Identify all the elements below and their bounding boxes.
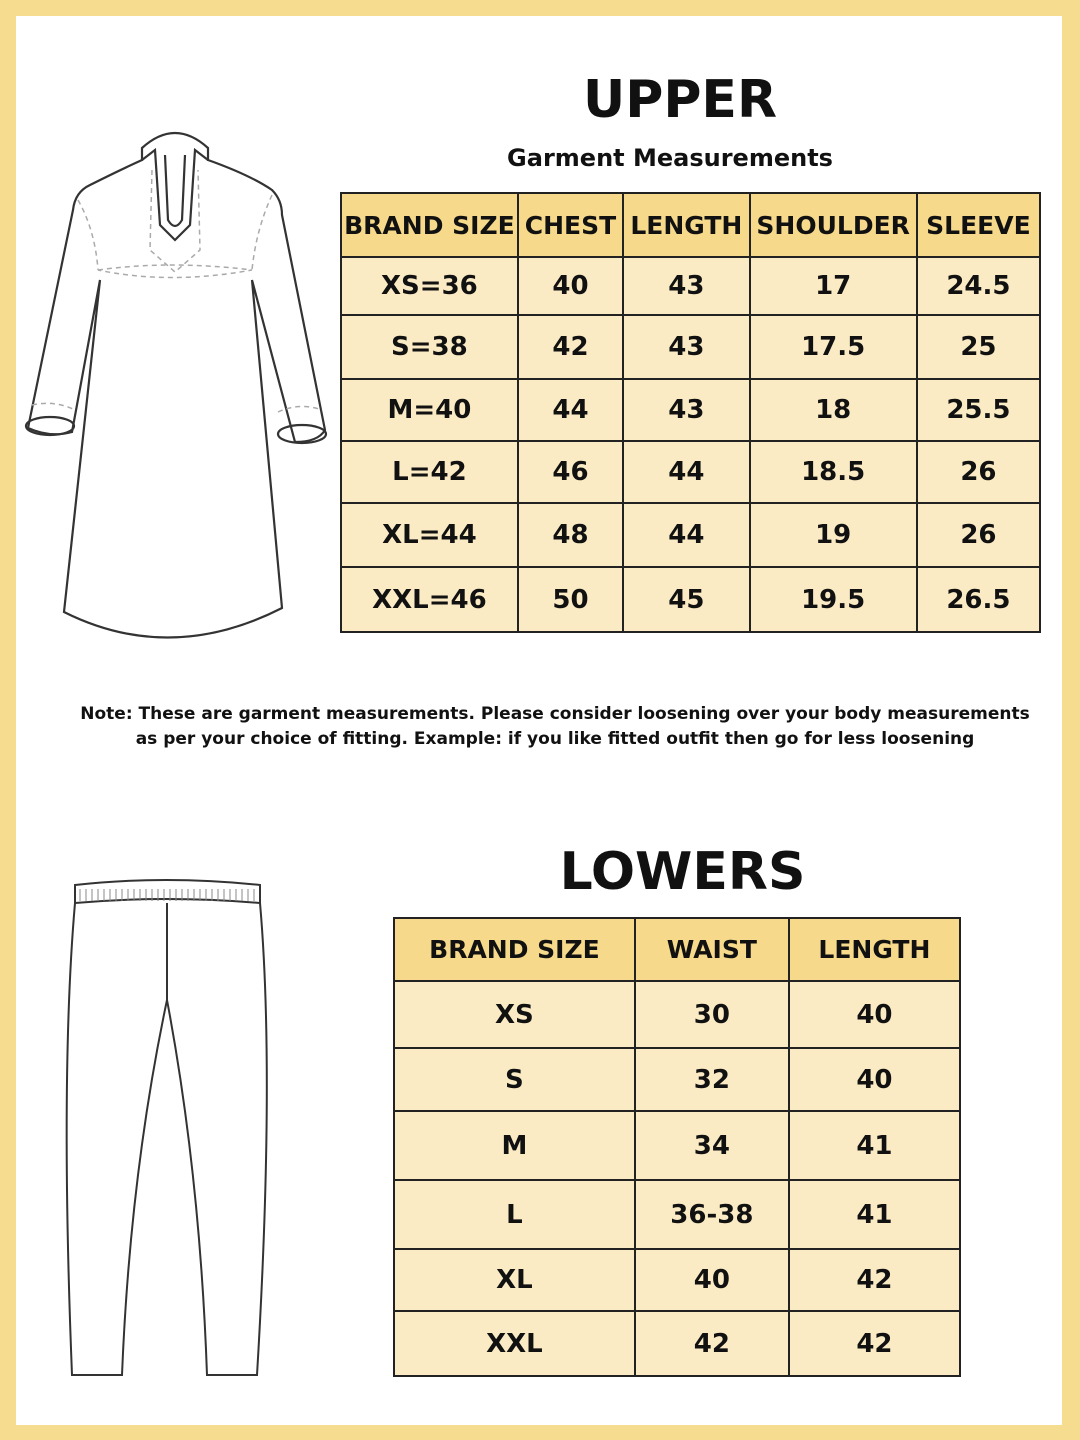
table-cell: 26 [915,440,1042,504]
table-cell: 25 [915,314,1042,380]
table-cell: 43 [622,314,751,380]
table-cell: 46 [516,440,625,504]
table-row: L=42 46 44 18.5 26 [340,440,1042,504]
table-cell: M [393,1110,636,1181]
table-row: XL=44 48 44 19 26 [340,502,1042,568]
table-cell: 36-38 [633,1179,790,1250]
pants-illustration [65,879,268,1376]
table-cell: 45 [622,566,751,633]
lowers-title: LOWERS [559,842,806,902]
table-cell: 40 [516,256,625,316]
table-row: XXL=46 50 45 19.5 26.5 [340,566,1042,633]
table-row: S=38 42 43 17.5 25 [340,314,1042,380]
table-cell: 42 [787,1310,962,1377]
table-cell: 30 [633,980,790,1049]
table-cell: 17 [748,256,918,316]
table-cell: 48 [516,502,625,568]
upper-title: UPPER [582,70,777,130]
table-cell: 26 [915,502,1042,568]
table-cell: 40 [787,1047,962,1112]
header-brand-size: BRAND SIZE [340,192,519,258]
header-length: LENGTH [787,917,962,982]
table-cell: XXL [393,1310,636,1377]
table-cell: XXL=46 [340,566,519,633]
table-row: XS=36 40 43 17 24.5 [340,256,1042,316]
table-cell: XS=36 [340,256,519,316]
note-line-1: Note: These are garment measurements. Pl… [80,704,1030,724]
table-cell: 43 [622,378,751,442]
table-row: M=40 44 43 18 25.5 [340,378,1042,442]
table-cell: S [393,1047,636,1112]
table-cell: 41 [787,1179,962,1250]
table-row: L 36-38 41 [393,1179,962,1250]
lowers-size-table: BRAND SIZE WAIST LENGTH XS 30 40 S 32 40 M 34 41… [393,917,962,1377]
table-cell: M=40 [340,378,519,442]
table-header-row: BRAND SIZE WAIST LENGTH [393,917,962,982]
table-row: S 32 40 [393,1047,962,1112]
upper-size-table: BRAND SIZE CHEST LENGTH SHOULDER SLEEVE … [340,192,1042,633]
table-cell: 17.5 [748,314,918,380]
table-cell: L=42 [340,440,519,504]
header-shoulder: SHOULDER [748,192,918,258]
table-cell: 18 [748,378,918,442]
table-cell: XL=44 [340,502,519,568]
table-cell: 19 [748,502,918,568]
table-cell: 44 [622,502,751,568]
table-cell: 25.5 [915,378,1042,442]
table-row: XL 40 42 [393,1248,962,1312]
table-cell: 32 [633,1047,790,1112]
table-row: XS 30 40 [393,980,962,1049]
header-length: LENGTH [622,192,751,258]
table-cell: 18.5 [748,440,918,504]
note-line-2: as per your choice of fitting. Example: … [135,729,975,749]
table-cell: 40 [787,980,962,1049]
table-cell: L [393,1179,636,1250]
table-cell: 44 [516,378,625,442]
table-cell: 34 [633,1110,790,1181]
header-brand-size: BRAND SIZE [393,917,636,982]
table-cell: 42 [516,314,625,380]
table-cell: 26.5 [915,566,1042,633]
table-cell: 41 [787,1110,962,1181]
table-cell: 40 [633,1248,790,1312]
table-cell: S=38 [340,314,519,380]
table-cell: 19.5 [748,566,918,633]
table-cell: 24.5 [915,256,1042,316]
table-cell: 42 [787,1248,962,1312]
kurta-illustration [24,131,328,639]
upper-subtitle: Garment Measurements [507,144,833,172]
table-cell: 43 [622,256,751,316]
header-sleeve: SLEEVE [915,192,1042,258]
header-chest: CHEST [516,192,625,258]
table-row: M 34 41 [393,1110,962,1181]
header-waist: WAIST [633,917,790,982]
table-header-row: BRAND SIZE CHEST LENGTH SHOULDER SLEEVE [340,192,1042,258]
note-text: Note: These are garment measurements. Pl… [60,702,1050,752]
table-cell: 50 [516,566,625,633]
table-cell: XL [393,1248,636,1312]
table-cell: 44 [622,440,751,504]
table-row: XXL 42 42 [393,1310,962,1377]
table-cell: XS [393,980,636,1049]
table-cell: 42 [633,1310,790,1377]
